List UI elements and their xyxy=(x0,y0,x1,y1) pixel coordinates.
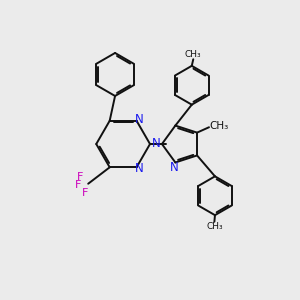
Text: CH₃: CH₃ xyxy=(209,121,229,131)
Text: N: N xyxy=(135,162,143,175)
Text: CH₃: CH₃ xyxy=(206,222,223,231)
Text: F: F xyxy=(82,188,88,198)
Text: N: N xyxy=(152,137,161,150)
Text: F: F xyxy=(76,172,83,182)
Text: F: F xyxy=(74,180,81,190)
Text: N: N xyxy=(135,113,143,126)
Text: CH₃: CH₃ xyxy=(185,50,202,59)
Text: N: N xyxy=(169,161,178,174)
